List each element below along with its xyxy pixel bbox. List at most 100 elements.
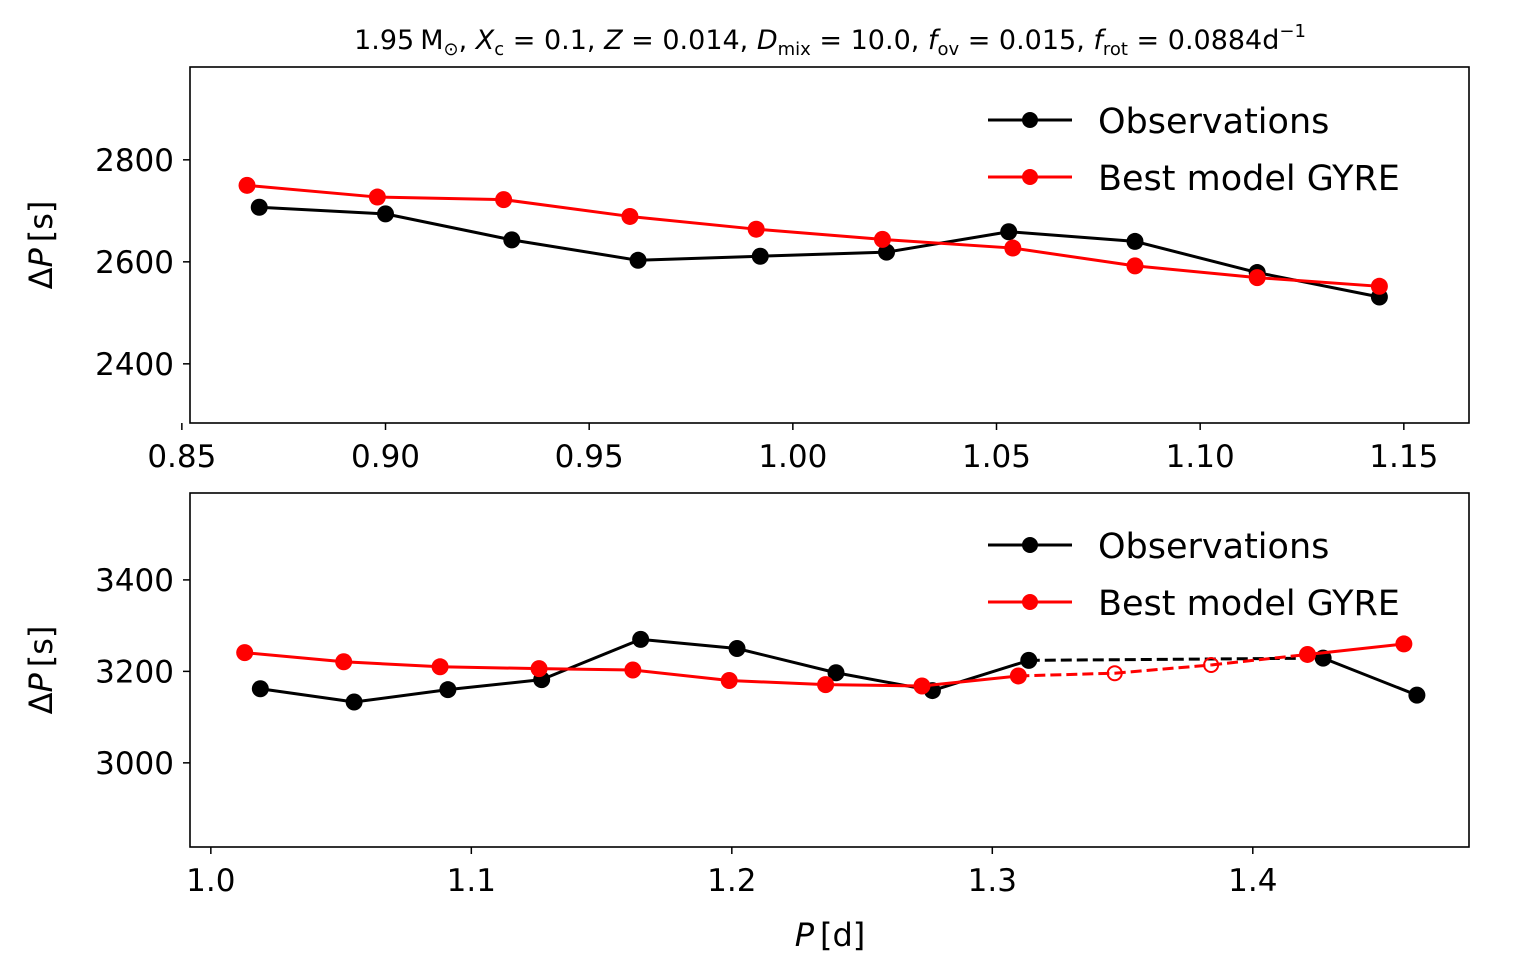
bottom-observations-segment: [353, 688, 449, 704]
bottom-best-model-gyre-point: [236, 644, 254, 662]
bottom-series-observations: [251, 630, 1426, 711]
bottom-observations-segment: [1322, 656, 1418, 697]
top-series-observations: [250, 198, 1388, 306]
bottom-best-model-gyre-segment: [632, 668, 730, 683]
bottom-x-axis-label: P [d]: [795, 916, 866, 954]
top-best-model-gyre-point: [747, 220, 765, 238]
top-y-tick-label: 2400: [95, 347, 174, 383]
top-panel: 0.85 0.90 0.95 1.00 1.05 1.10 1.15 2400 2600 2800…: [22, 66, 1470, 475]
bottom-best-model-gyre-segment: [539, 667, 633, 672]
top-observations-point: [250, 198, 268, 216]
bottom-best-model-gyre-segment: [1018, 671, 1115, 678]
legend-marker-observations: [1022, 112, 1038, 128]
bottom-best-model-gyre-point: [530, 660, 548, 678]
bottom-best-model-gyre-segment: [825, 683, 922, 688]
bottom-best-model-gyre-point: [1298, 645, 1316, 663]
legend-marker-best-model: [1022, 594, 1038, 610]
bottom-best-model-gyre-segment: [1307, 642, 1405, 656]
top-observations-point: [629, 251, 647, 269]
bottom-x-tick-label: 1.4: [1228, 863, 1277, 899]
bottom-best-model-gyre-point: [1395, 635, 1413, 653]
bottom-observations-point: [1408, 686, 1426, 704]
legend-label-best-model: Best model GYRE: [1098, 584, 1400, 624]
top-x-tick-label: 0.85: [147, 439, 216, 475]
top-observations-segment: [1256, 271, 1380, 299]
top-y-tick-label: 2600: [95, 245, 174, 281]
bottom-observations-point: [1020, 651, 1038, 669]
legend-label-best-model: Best model GYRE: [1098, 159, 1400, 199]
bottom-best-model-gyre-segment: [921, 674, 1019, 688]
top-best-model-gyre-point: [621, 207, 639, 225]
bottom-x-tick-label: 1.2: [707, 863, 756, 899]
bottom-plot-frame: [189, 492, 1470, 848]
top-best-model-gyre-point: [1248, 269, 1266, 287]
top-observations-point: [1000, 223, 1018, 241]
bottom-best-model-gyre-segment: [729, 679, 826, 687]
bottom-observations-point: [345, 693, 363, 711]
bottom-y-tick-label: 3200: [95, 654, 174, 690]
bottom-observations-segment: [447, 678, 542, 692]
top-x-tick-label: 1.05: [962, 439, 1031, 475]
top-x-tick-label: 0.90: [351, 439, 420, 475]
top-observations-segment: [886, 230, 1009, 254]
bottom-observations-point: [632, 630, 650, 648]
legend-label-observations: Observations: [1098, 527, 1329, 567]
legend-marker-observations: [1022, 537, 1038, 553]
bottom-legend: Observations Best model GYRE: [988, 527, 1400, 624]
bottom-best-model-gyre-point: [624, 661, 642, 679]
top-best-model-gyre-point: [1126, 257, 1144, 275]
bottom-best-model-gyre-segment: [1114, 663, 1212, 675]
top-best-model-gyre-segment: [377, 195, 504, 202]
top-legend: Observations Best model GYRE: [988, 102, 1400, 199]
bottom-panel: 1.0 1.1 1.2 1.3 1.4 3000 3200 3400 ΔP[s] P [d] O…: [22, 492, 1470, 954]
top-observations-segment: [385, 212, 513, 242]
top-series-best-model-gyre: [238, 176, 1388, 295]
top-best-model-gyre-point: [238, 176, 256, 194]
bottom-y-axis-label: ΔP[s]: [22, 626, 60, 715]
bottom-x-tick-label: 1.1: [447, 863, 496, 899]
bottom-best-model-gyre-point: [817, 676, 835, 694]
top-observations-point: [751, 247, 769, 265]
top-x-tick-label: 1.10: [1166, 439, 1235, 475]
bottom-observations-point: [827, 664, 845, 682]
top-best-model-gyre-segment: [629, 214, 757, 231]
legend-label-observations: Observations: [1098, 102, 1329, 142]
bottom-best-model-gyre-segment: [343, 660, 441, 669]
bottom-x-tick-label: 1.3: [968, 863, 1017, 899]
bottom-best-model-gyre-point: [1106, 665, 1123, 682]
top-best-model-gyre-point: [1004, 239, 1022, 257]
bottom-best-model-gyre-point: [913, 677, 931, 695]
bottom-observations-point: [251, 680, 269, 698]
bottom-best-model-gyre-point: [1203, 656, 1220, 673]
bottom-best-model-gyre-segment: [440, 665, 540, 671]
top-best-model-gyre-segment: [503, 198, 631, 218]
bottom-best-model-gyre-point: [1009, 667, 1027, 685]
top-best-model-gyre-point: [368, 188, 386, 206]
bottom-best-model-gyre-point: [720, 672, 738, 690]
top-y-axis-label: ΔP[s]: [22, 201, 60, 290]
bottom-best-model-gyre-point: [431, 658, 449, 676]
top-best-model-gyre-segment: [1012, 246, 1136, 268]
top-observations-segment: [760, 250, 887, 258]
bottom-y-tick-label: 3000: [95, 746, 174, 782]
top-best-model-gyre-segment: [246, 183, 378, 199]
bottom-observations-segment: [260, 687, 355, 704]
top-observations-segment: [1008, 230, 1136, 243]
legend-marker-best-model: [1022, 169, 1038, 185]
top-y-tick-label: 2800: [95, 143, 174, 179]
top-observations-point: [503, 231, 521, 249]
bottom-best-model-gyre-segment: [244, 651, 344, 664]
top-best-model-gyre-segment: [882, 237, 1013, 250]
chart-title: 1.95 M⊙, Xc = 0.1, Z = 0.014, Dmix = 10.0…: [354, 21, 1306, 60]
bottom-best-model-gyre-segment: [1210, 652, 1308, 667]
top-observations-segment: [1134, 239, 1258, 274]
bottom-observations-point: [439, 681, 457, 699]
bottom-observations-segment: [640, 637, 738, 650]
top-observations-point: [377, 205, 395, 223]
top-x-tick-label: 1.15: [1369, 439, 1438, 475]
bottom-observations-segment: [736, 647, 837, 675]
top-best-model-gyre-point: [1370, 277, 1388, 295]
top-observations-point: [1126, 232, 1144, 250]
top-best-model-gyre-segment: [1134, 264, 1258, 280]
